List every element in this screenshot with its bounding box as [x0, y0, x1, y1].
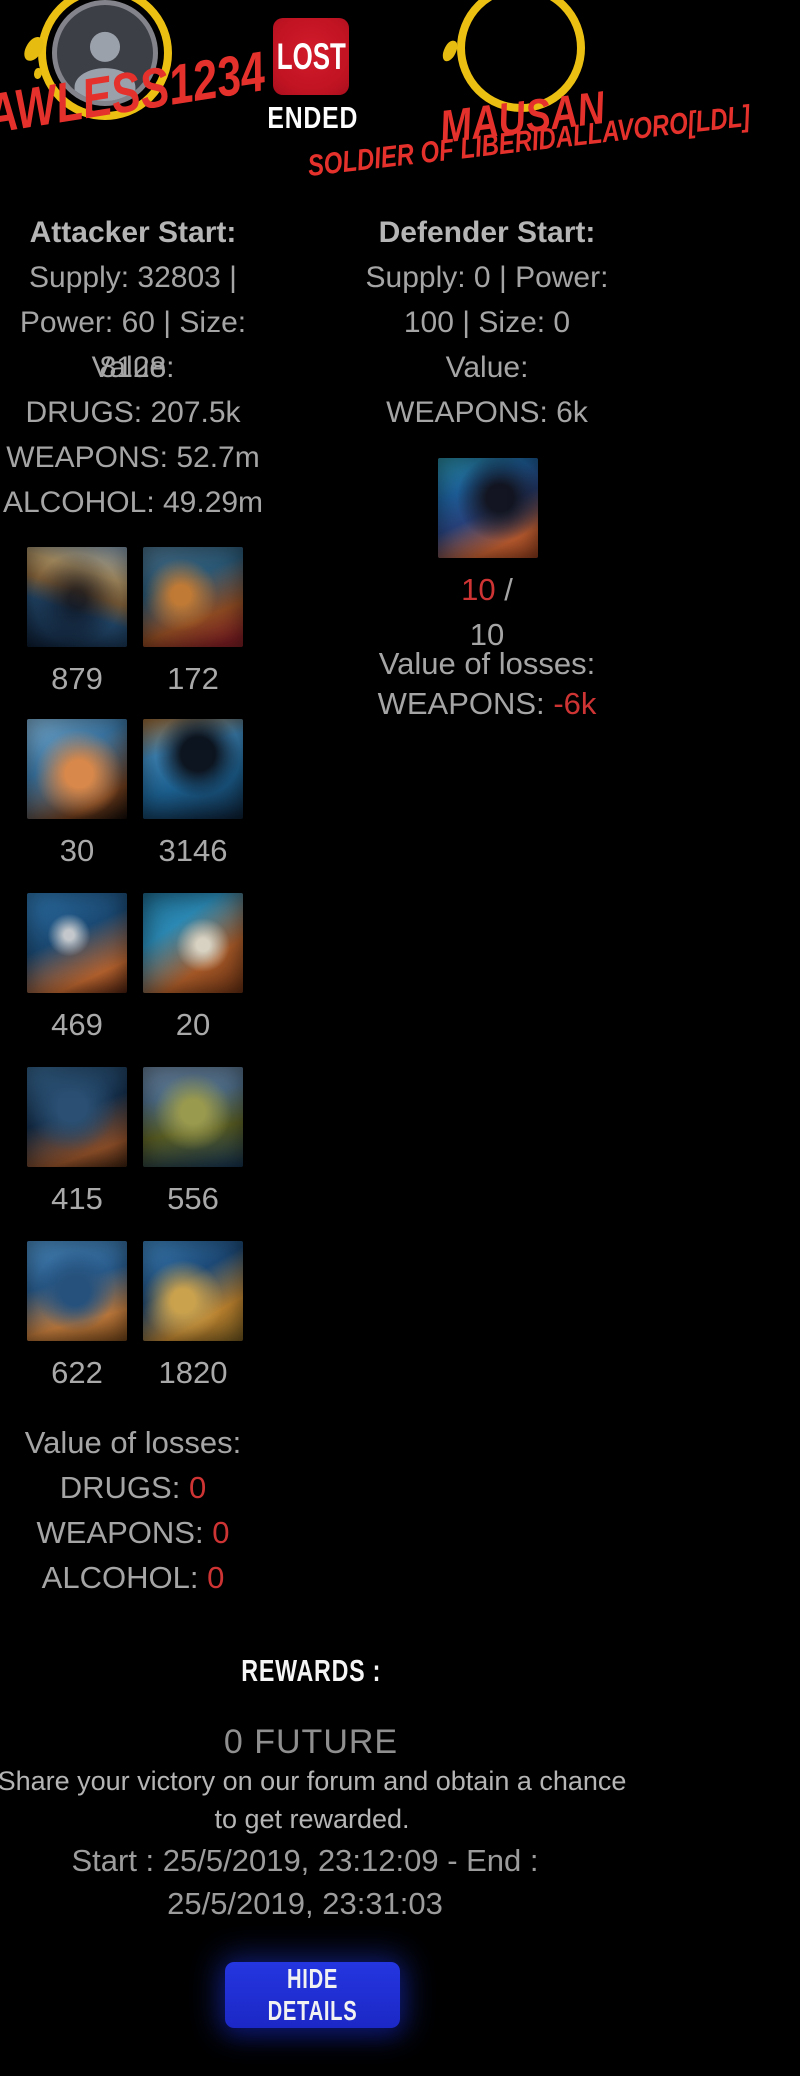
- defender-losses-value: -6k: [553, 686, 597, 721]
- defender-unit-count-current: 10: [461, 572, 496, 607]
- attacker-value-title: Value:: [91, 351, 175, 384]
- unit-count: 415: [51, 1181, 103, 1216]
- paint-splatter: [34, 68, 42, 79]
- unit-count: 20: [175, 1007, 211, 1042]
- battle-result-label: LOST: [276, 35, 346, 77]
- unit-count: 556: [167, 1181, 219, 1216]
- attacker-start-title: Attacker Start:: [29, 216, 237, 249]
- attacker-power-line: Power: 60 | Size:: [19, 306, 247, 339]
- hide-details-button[interactable]: HIDE DETAILS: [225, 1962, 400, 2028]
- unit-portrait-rocket-launcher-soldier: [27, 547, 127, 647]
- attacker-drugs-value: DRUGS: 207.5k: [25, 396, 241, 429]
- attacker-weapons-value: WEAPONS: 52.7m: [6, 441, 260, 474]
- defender-weapons-value: WEAPONS: 6k: [386, 396, 588, 429]
- rewards-title: REWARDS :: [241, 1653, 381, 1688]
- unit-count: 172: [167, 661, 219, 696]
- defender-losses-line: WEAPONS: -6k: [354, 686, 620, 722]
- share-hint-line1: Share your victory on our forum and obta…: [0, 1766, 627, 1796]
- defender-unit-count-total: 10: [469, 617, 505, 652]
- defender-losses-label: WEAPONS:: [377, 686, 545, 721]
- defender-unit-count-separator: /: [504, 572, 513, 607]
- unit-portrait-masked-smoker: [27, 1241, 127, 1341]
- attacker-losses-title: Value of losses:: [24, 1425, 242, 1460]
- defender-start-title: Defender Start:: [378, 216, 596, 249]
- unit-portrait-flat-cap-caller: [143, 893, 243, 993]
- attacker-avatar[interactable]: [52, 0, 158, 106]
- unit-portrait-rolling-pin-brawler: [143, 547, 243, 647]
- attacker-stats-column: Attacker Start: Supply: 32803 | Power: 6…: [0, 210, 271, 525]
- attacker-supply-line: Supply: 32803 |: [29, 261, 237, 294]
- battle-result-badge: LOST: [273, 18, 349, 95]
- battle-period-line1: Start : 25/5/2019, 23:12:09 - End :: [71, 1843, 539, 1878]
- attacker-avatar-ring: [38, 0, 172, 120]
- defender-supply-line: Supply: 0 | Power:: [365, 261, 609, 294]
- unit-portrait-bat-wielding-defender: [438, 458, 538, 558]
- unit-portrait-chained-bodybuilder: [27, 719, 127, 819]
- unit-count: 1820: [158, 1355, 228, 1390]
- unit-portrait-armored-soldier: [143, 1067, 243, 1167]
- battle-status: ENDED: [267, 100, 359, 135]
- unit-portrait-hooded-gunman: [143, 719, 243, 819]
- unit-count: 30: [59, 833, 95, 868]
- defender-losses-title: Value of losses:: [378, 646, 596, 681]
- battle-period-line2: 25/5/2019, 23:31:03: [167, 1886, 443, 1921]
- reward-amount: 0 FUTURE: [223, 1723, 399, 1761]
- defender-value-title: Value:: [445, 351, 529, 384]
- attacker-losses-block: Value of losses: DRUGS: 0 WEAPONS: 0 ALC…: [0, 1420, 271, 1600]
- defender-stats-column: Defender Start: Supply: 0 | Power: 100 |…: [354, 210, 620, 435]
- unit-count: 469: [51, 1007, 103, 1042]
- unit-portrait-suited-boss: [27, 1067, 127, 1167]
- defender-power-line: 100 | Size: 0: [403, 306, 571, 339]
- unit-count: 879: [51, 661, 103, 696]
- attacker-losses-weapons: WEAPONS: 0: [36, 1515, 230, 1550]
- attacker-alcohol-value: ALCOHOL: 49.29m: [2, 486, 264, 519]
- unit-count: 622: [51, 1355, 103, 1390]
- attacker-size-value-overlap: 8128 Value:: [0, 345, 271, 390]
- attacker-losses-alcohol: ALCOHOL: 0: [41, 1560, 225, 1595]
- unit-count: 3146: [158, 833, 228, 868]
- unit-portrait-gas-mask-drinker: [143, 1241, 243, 1341]
- attacker-size-value: 8128: [99, 351, 167, 384]
- default-person-icon: [74, 31, 136, 101]
- attacker-losses-drugs: DRUGS: 0: [59, 1470, 207, 1505]
- defender-unit-count-line: 10 /: [354, 572, 620, 608]
- unit-portrait-dual-pistol-hitman: [27, 893, 127, 993]
- defender-avatar-ring[interactable]: [457, 0, 585, 112]
- share-hint-line2: to get rewarded.: [214, 1804, 410, 1834]
